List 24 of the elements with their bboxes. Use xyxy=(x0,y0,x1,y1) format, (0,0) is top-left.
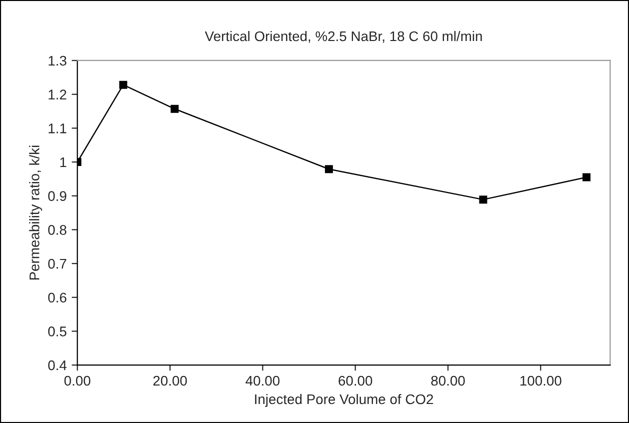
point xyxy=(170,104,179,113)
y-tick-label: 1.1 xyxy=(48,124,66,134)
point xyxy=(479,196,488,204)
x-tick-label: 80.00 xyxy=(431,376,465,386)
x-tick-label: 40.00 xyxy=(246,376,280,386)
x-tick-label: 0.00 xyxy=(64,376,90,386)
x-tick-label: 100.00 xyxy=(520,376,562,386)
x-tick-label: 60.00 xyxy=(338,376,372,386)
y-tick-label: 0.6 xyxy=(48,292,66,303)
point xyxy=(582,173,590,182)
x-tick-label: 20.00 xyxy=(153,376,187,386)
y-tick-label: 1 xyxy=(60,157,66,168)
y-tick-label: 0.5 xyxy=(48,326,66,336)
y-tick-label: 0.4 xyxy=(48,360,67,370)
y-tick-label: 0.7 xyxy=(48,258,66,269)
y-tick-label: 1.2 xyxy=(48,90,66,100)
y-tick-label: 0.8 xyxy=(48,225,66,235)
point xyxy=(324,165,333,174)
chart-title: Vertical Oriented, %2.5 NaBr, 18 C 60 ml/min xyxy=(204,30,482,43)
y-axis-title: Permeability ratio, k/ki xyxy=(29,146,42,280)
x-axis-title: Injected Pore Volume of CO2 xyxy=(255,394,433,407)
point xyxy=(119,80,128,89)
y-tick-label: 0.9 xyxy=(48,191,66,202)
y-tick-label: 1.3 xyxy=(48,56,66,66)
